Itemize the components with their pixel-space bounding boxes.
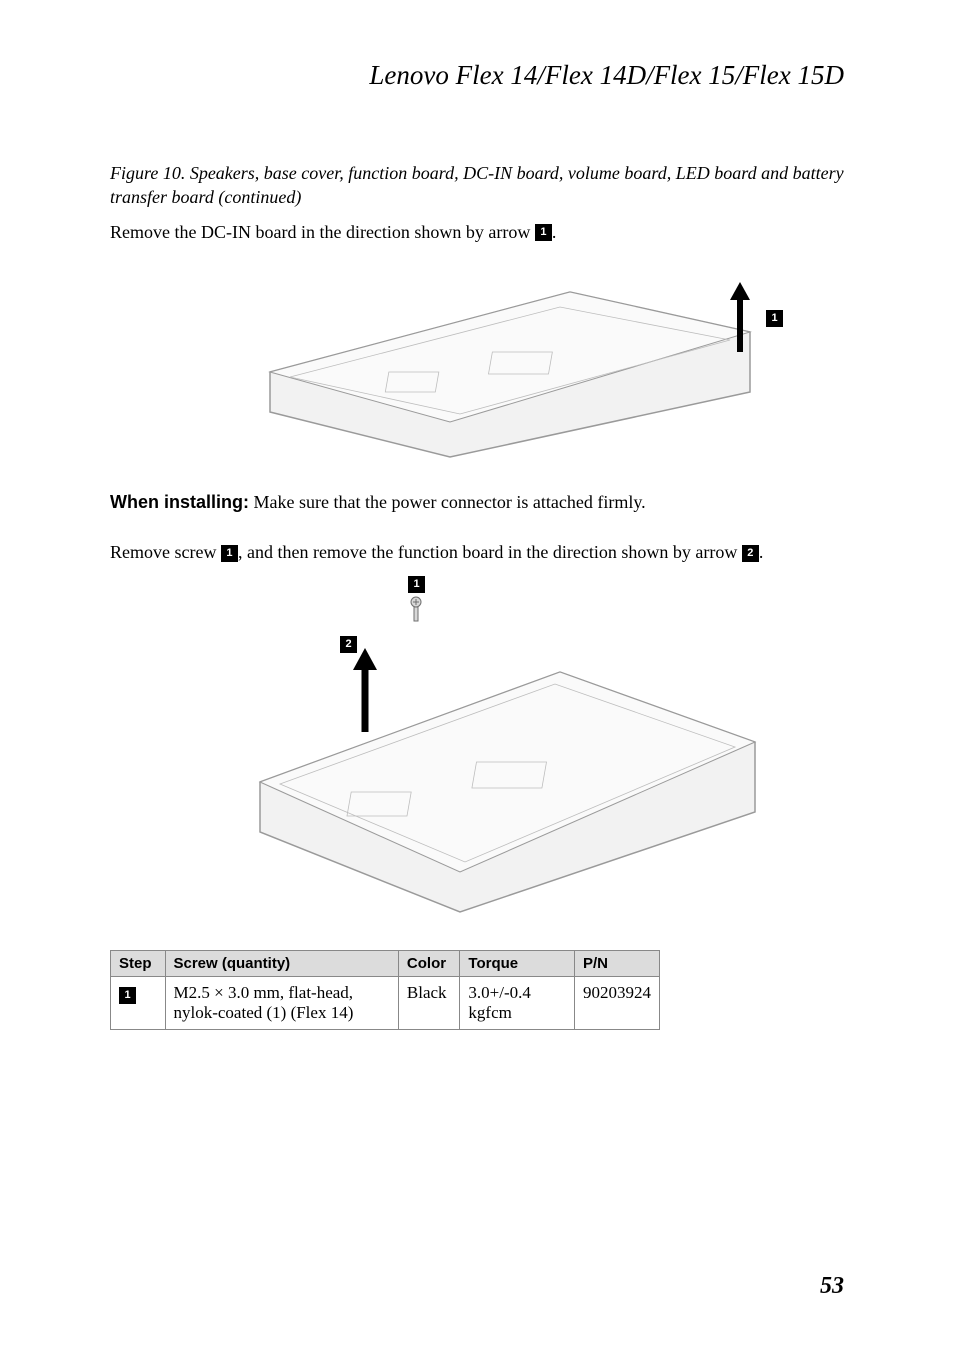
figure-image-dcin: 1 xyxy=(210,252,770,462)
image2-callout-2: 2 xyxy=(340,636,357,653)
para1-text-b: . xyxy=(552,222,557,242)
col-step: Step xyxy=(111,951,166,977)
screw-table: Step Screw (quantity) Color Torque P/N 1… xyxy=(110,950,660,1030)
cell-color: Black xyxy=(398,977,460,1030)
figure-caption: Figure 10. Speakers, base cover, functio… xyxy=(110,161,844,210)
col-torque: Torque xyxy=(460,951,575,977)
image1-callout-1: 1 xyxy=(766,310,783,327)
para2-text-c: . xyxy=(759,542,764,562)
cell-screw: M2.5 × 3.0 mm, flat-head, nylok-coated (… xyxy=(165,977,398,1030)
installing-note: When installing: Make sure that the powe… xyxy=(110,490,844,514)
col-screw: Screw (quantity) xyxy=(165,951,398,977)
callout-2-inline: 2 xyxy=(742,545,759,562)
table-row: 1 M2.5 × 3.0 mm, flat-head, nylok-coated… xyxy=(111,977,660,1030)
cell-step: 1 xyxy=(111,977,166,1030)
cell-torque: 3.0+/-0.4 kgfcm xyxy=(460,977,575,1030)
page-container: Lenovo Flex 14/Flex 14D/Flex 15/Flex 15D… xyxy=(0,0,954,1352)
paragraph-remove-dcin: Remove the DC-IN board in the direction … xyxy=(110,220,844,244)
installing-label: When installing: xyxy=(110,492,249,512)
figure-image-function-board: 1 2 xyxy=(210,572,770,922)
col-color: Color xyxy=(398,951,460,977)
image2-callout-1: 1 xyxy=(408,576,425,593)
table-header-row: Step Screw (quantity) Color Torque P/N xyxy=(111,951,660,977)
callout-1-inline: 1 xyxy=(535,224,552,241)
paragraph-remove-screw: Remove screw 1, and then remove the func… xyxy=(110,540,844,564)
para2-text-a: Remove screw xyxy=(110,542,221,562)
cell-pn: 90203924 xyxy=(574,977,659,1030)
col-pn: P/N xyxy=(574,951,659,977)
para1-text-a: Remove the DC-IN board in the direction … xyxy=(110,222,535,242)
para2-text-b: , and then remove the function board in … xyxy=(238,542,742,562)
document-header: Lenovo Flex 14/Flex 14D/Flex 15/Flex 15D xyxy=(110,60,844,91)
cell-step-callout: 1 xyxy=(119,987,136,1004)
callout-1-inline-b: 1 xyxy=(221,545,238,562)
installing-text: Make sure that the power connector is at… xyxy=(249,492,646,512)
page-number: 53 xyxy=(820,1273,844,1300)
